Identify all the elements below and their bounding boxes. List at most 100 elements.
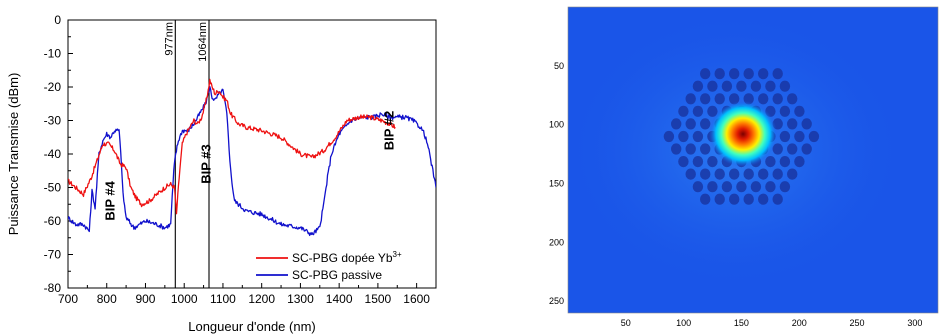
legend-label-doped-text: SC-PBG dopée Yb — [292, 251, 393, 265]
air-hole — [794, 156, 805, 168]
image-x-tick-label: 150 — [734, 318, 749, 328]
air-hole — [787, 143, 798, 155]
air-hole — [736, 181, 747, 193]
air-hole — [685, 143, 696, 155]
series-line-doped — [68, 78, 396, 215]
y-tick-label: -70 — [44, 248, 62, 262]
air-hole — [721, 181, 733, 193]
image-y-tick-label: 100 — [549, 120, 564, 130]
air-hole — [729, 193, 740, 205]
air-hole — [678, 105, 689, 117]
air-hole — [714, 68, 725, 80]
air-hole — [692, 105, 704, 117]
air-hole — [700, 193, 711, 205]
reference-line-label: 977nm — [163, 22, 175, 56]
air-hole — [772, 193, 783, 205]
x-tick-label: 1600 — [403, 292, 430, 306]
series-line-passive — [68, 85, 436, 237]
air-hole — [765, 156, 776, 168]
air-hole — [772, 143, 783, 155]
air-hole — [700, 68, 711, 80]
air-hole — [671, 143, 682, 155]
y-axis-label: Puissance Transmise (dBm) — [6, 73, 21, 236]
air-hole — [758, 168, 769, 180]
transmission-spectrum-chart: 700 800 900 1000 1100 1200 1300 1400 1500 1600 0 -1… — [6, 13, 437, 334]
air-hole — [692, 156, 704, 168]
air-hole — [779, 130, 791, 143]
image-x-tick-label: 50 — [621, 318, 631, 328]
air-hole — [685, 118, 696, 130]
y-tick-label: -10 — [44, 47, 62, 61]
air-hole — [729, 68, 740, 80]
air-hole — [779, 105, 791, 117]
air-hole — [794, 105, 805, 117]
y-tick-label: 0 — [54, 13, 61, 27]
air-hole — [714, 168, 725, 180]
legend: SC-PBG dopée Yb3+ SC-PBG passive — [256, 250, 402, 282]
x-tick-label: 700 — [58, 292, 78, 306]
image-x-tick-label: 250 — [850, 318, 865, 328]
air-hole — [758, 93, 769, 105]
air-hole — [707, 156, 718, 168]
air-hole — [700, 118, 711, 130]
x-tick-label: 1100 — [210, 292, 236, 306]
air-hole — [750, 80, 762, 92]
mode-field-image: 50 100 150 200 250 300 50 100 150 200 250 — [549, 6, 939, 328]
y-tick-label: -80 — [44, 281, 62, 295]
air-hole — [743, 193, 754, 205]
air-hole — [772, 93, 783, 105]
x-tick-label: 1500 — [365, 292, 392, 306]
image-y-tick-label: 50 — [554, 61, 564, 71]
air-hole — [765, 80, 776, 92]
y-tick-label: -50 — [44, 181, 62, 195]
air-hole — [671, 118, 682, 130]
air-hole — [736, 80, 747, 92]
air-hole — [772, 68, 783, 80]
air-hole — [714, 193, 725, 205]
air-hole — [678, 130, 689, 143]
x-tick-label: 1000 — [171, 292, 198, 306]
air-hole — [743, 168, 754, 180]
air-hole — [707, 105, 718, 117]
y-tick-label: -30 — [44, 114, 62, 128]
air-hole — [750, 181, 762, 193]
y-tick-label: -40 — [44, 147, 62, 161]
legend-label-passive: SC-PBG passive — [292, 268, 382, 282]
air-hole — [758, 68, 769, 80]
air-hole — [692, 80, 704, 92]
air-hole — [685, 168, 696, 180]
air-hole — [707, 80, 718, 92]
bandgap-annotation: BIP #4 — [102, 180, 117, 220]
air-hole — [787, 168, 798, 180]
air-hole — [663, 130, 675, 143]
image-axis-ticks: 50 100 150 200 250 300 50 100 150 200 250 — [549, 61, 922, 328]
air-hole — [721, 80, 733, 92]
bandgap-annotation: BIP #3 — [199, 144, 214, 184]
air-hole — [794, 130, 805, 143]
air-hole — [714, 93, 725, 105]
x-axis-label: Longueur d'onde (nm) — [188, 319, 316, 334]
air-hole — [700, 93, 711, 105]
air-hole — [707, 181, 718, 193]
air-hole — [700, 143, 711, 155]
air-hole — [743, 68, 754, 80]
image-frame — [567, 6, 939, 314]
air-hole — [700, 168, 711, 180]
annotations: BIP #4 BIP #3 BIP #2 — [102, 111, 396, 221]
image-x-tick-label: 200 — [792, 318, 807, 328]
air-hole — [801, 118, 812, 130]
air-hole — [779, 80, 791, 92]
image-y-tick-label: 150 — [549, 179, 564, 189]
air-hole — [801, 143, 812, 155]
air-hole — [787, 118, 798, 130]
plot-area-frame — [67, 19, 437, 289]
axis-ticks: 700 800 900 1000 1100 1200 1300 1400 1500 1600 0 -1… — [44, 13, 431, 306]
air-hole — [758, 193, 769, 205]
air-hole — [678, 156, 689, 168]
series-lines — [68, 78, 436, 237]
air-hole — [787, 93, 798, 105]
guided-mode-spot — [709, 101, 777, 167]
x-tick-label: 900 — [135, 292, 155, 306]
air-hole — [808, 130, 820, 143]
